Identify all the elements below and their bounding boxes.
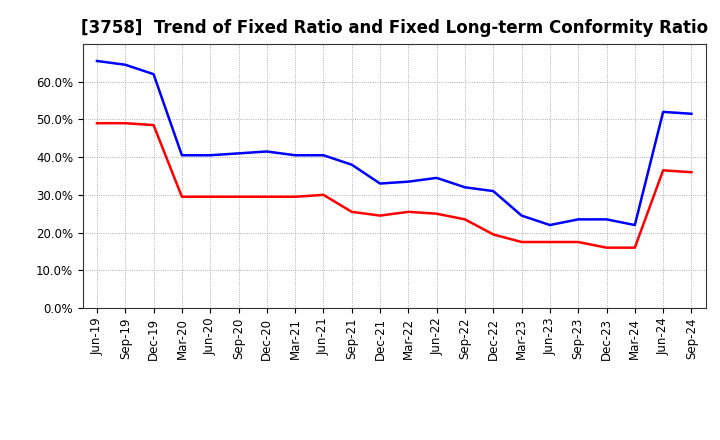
Fixed Ratio — [206, 153, 215, 158]
Fixed Long-term Conformity Ratio — [659, 168, 667, 173]
Fixed Ratio — [517, 213, 526, 218]
Fixed Long-term Conformity Ratio — [546, 239, 554, 245]
Fixed Ratio — [432, 175, 441, 180]
Fixed Long-term Conformity Ratio — [149, 122, 158, 128]
Fixed Ratio — [489, 188, 498, 194]
Fixed Long-term Conformity Ratio — [517, 239, 526, 245]
Fixed Long-term Conformity Ratio — [291, 194, 300, 199]
Fixed Ratio — [659, 109, 667, 114]
Fixed Ratio — [461, 185, 469, 190]
Fixed Ratio — [546, 222, 554, 227]
Fixed Ratio — [376, 181, 384, 186]
Fixed Long-term Conformity Ratio — [348, 209, 356, 214]
Fixed Long-term Conformity Ratio — [461, 217, 469, 222]
Fixed Ratio — [178, 153, 186, 158]
Fixed Long-term Conformity Ratio — [263, 194, 271, 199]
Fixed Long-term Conformity Ratio — [404, 209, 413, 214]
Fixed Long-term Conformity Ratio — [121, 121, 130, 126]
Fixed Ratio — [574, 217, 582, 222]
Fixed Long-term Conformity Ratio — [319, 192, 328, 198]
Fixed Long-term Conformity Ratio — [631, 245, 639, 250]
Fixed Ratio — [631, 222, 639, 227]
Fixed Ratio — [93, 59, 102, 64]
Line: Fixed Ratio: Fixed Ratio — [97, 61, 691, 225]
Fixed Ratio — [149, 72, 158, 77]
Fixed Long-term Conformity Ratio — [234, 194, 243, 199]
Title: [3758]  Trend of Fixed Ratio and Fixed Long-term Conformity Ratio: [3758] Trend of Fixed Ratio and Fixed Lo… — [81, 19, 708, 37]
Fixed Long-term Conformity Ratio — [687, 169, 696, 175]
Fixed Long-term Conformity Ratio — [602, 245, 611, 250]
Line: Fixed Long-term Conformity Ratio: Fixed Long-term Conformity Ratio — [97, 123, 691, 248]
Fixed Ratio — [404, 179, 413, 184]
Fixed Long-term Conformity Ratio — [206, 194, 215, 199]
Fixed Ratio — [687, 111, 696, 117]
Fixed Long-term Conformity Ratio — [489, 232, 498, 237]
Fixed Long-term Conformity Ratio — [376, 213, 384, 218]
Fixed Long-term Conformity Ratio — [574, 239, 582, 245]
Fixed Ratio — [234, 151, 243, 156]
Fixed Long-term Conformity Ratio — [93, 121, 102, 126]
Fixed Ratio — [348, 162, 356, 167]
Fixed Ratio — [319, 153, 328, 158]
Fixed Long-term Conformity Ratio — [178, 194, 186, 199]
Fixed Long-term Conformity Ratio — [432, 211, 441, 216]
Fixed Ratio — [263, 149, 271, 154]
Fixed Ratio — [602, 217, 611, 222]
Fixed Ratio — [291, 153, 300, 158]
Fixed Ratio — [121, 62, 130, 67]
